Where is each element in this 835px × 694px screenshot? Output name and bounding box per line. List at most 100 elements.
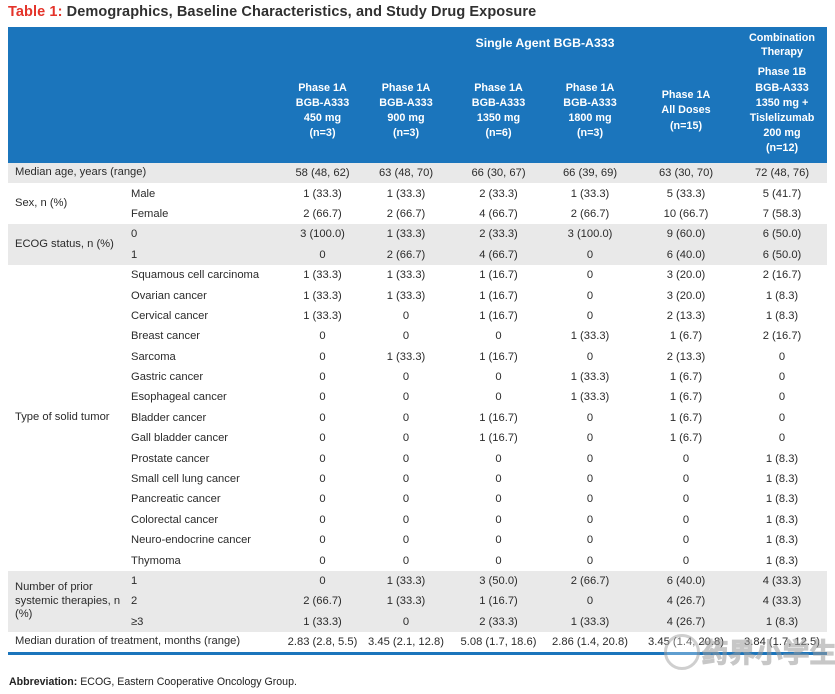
cell-value: 1 (6.7) (669, 411, 703, 424)
cell-value: 1 (8.3) (765, 452, 799, 465)
footnote-text: ECOG, Eastern Cooperative Oncology Group… (77, 676, 297, 688)
cell-value: 4 (66.7) (479, 248, 518, 261)
cell-value: 0 (402, 473, 410, 486)
cell-value: 6 (50.0) (762, 228, 802, 241)
cell-value: 1 (33.3) (570, 187, 610, 200)
cell-value: 1 (6.7) (669, 391, 703, 404)
cell-value: 1 (8.3) (765, 473, 799, 486)
table-body: Median age, years (range) 58 (48, 62) 63 (… (8, 163, 827, 653)
cell-value: 0 (319, 371, 326, 384)
cell-value: 0 (586, 493, 594, 506)
table-row: Gastric cancer 0 0 0 1 (33.3) 1 (6.7) 0 (123, 367, 827, 387)
cell-value: 0 (495, 473, 502, 486)
cell-value: 0 (586, 452, 594, 465)
cell-value: 2 (66.7) (386, 207, 426, 220)
cell-value: 1 (16.7) (479, 595, 518, 608)
cell-value: 0 (402, 615, 410, 628)
cell-value: 0 (495, 391, 502, 404)
row-sublabel: Pancreatic cancer (131, 493, 221, 506)
table-number: Table 1: (8, 4, 63, 20)
cell-value: 1 (6.7) (669, 432, 703, 445)
cell-value: 0 (319, 432, 326, 445)
row-sublabel: Bladder cancer (131, 411, 207, 424)
cell-value: 1 (33.3) (386, 228, 426, 241)
row-sublabel: Sarcoma (131, 350, 176, 363)
table-row: Female 2 (66.7) 2 (66.7) 4 (66.7) 2 (66.7) 10… (123, 204, 827, 224)
row-sublabel: Female (131, 207, 169, 220)
table-row: Bladder cancer 0 0 1 (16.7) 0 1 (6.7) 0 (123, 408, 827, 428)
cell-value: 2 (66.7) (303, 207, 342, 220)
cell-value: 1 (8.3) (765, 615, 799, 628)
column-header: Phase 1A BGB-A333 1350 mg (n=6) (471, 81, 526, 140)
row-sublabel: 1 (131, 248, 138, 261)
cell-value: 58 (48, 62) (295, 167, 350, 180)
cell-value: 2 (16.7) (762, 330, 802, 343)
column-header: Phase 1A BGB-A333 900 mg (n=3) (379, 81, 433, 140)
cell-value: 66 (30, 67) (471, 167, 526, 180)
cell-value: 0 (586, 513, 594, 526)
cell-value: 6 (50.0) (762, 248, 802, 261)
cell-value: 1 (8.3) (765, 534, 799, 547)
cell-value: 5.08 (1.7, 18.6) (460, 636, 537, 649)
cell-value: 0 (586, 473, 594, 486)
cell-value: 0 (495, 534, 502, 547)
cell-value: 1 (33.3) (303, 615, 342, 628)
cell-value: 0 (319, 575, 326, 587)
table-row: Small cell lung cancer 0 0 0 0 0 1 (8.3) (123, 469, 827, 489)
cell-value: 4 (26.7) (666, 615, 706, 628)
row-sublabel: Colorectal cancer (131, 513, 219, 526)
cell-value: 1 (33.3) (386, 269, 426, 282)
row-label: Sex, n (%) (15, 197, 68, 210)
cell-value: 1 (8.3) (765, 309, 799, 322)
cell-value: 0 (778, 411, 786, 424)
cell-value: 1 (33.3) (386, 187, 426, 200)
cell-value: 3.84 (1.7, 12.5) (744, 636, 820, 649)
cell-value: 0 (586, 432, 594, 445)
table-row: Neuro-endocrine cancer 0 0 0 0 0 1 (8.3) (123, 530, 827, 550)
row-label: Type of solid tumor (15, 411, 110, 424)
column-header: Phase 1A All Doses (n=15) (661, 89, 711, 132)
cell-value: 0 (495, 493, 502, 506)
cell-value: 0 (402, 371, 410, 384)
table-row: Cervical cancer 1 (33.3) 0 1 (16.7) 0 2 (13.3… (123, 306, 827, 326)
cell-value: 0 (402, 493, 410, 506)
cell-value: 0 (682, 534, 690, 547)
cell-value: 0 (586, 411, 594, 424)
table-section: Sex, n (%) Male 1 (33.3) 1 (33.3) 2 (33.3) 1 … (8, 183, 827, 225)
cell-value: 2 (13.3) (666, 350, 706, 363)
cell-value: 0 (682, 554, 690, 567)
cell-value: 4 (33.3) (762, 595, 802, 608)
cell-value: 0 (402, 309, 410, 322)
cell-value: 1 (8.3) (765, 493, 799, 506)
cell-value: 2 (66.7) (570, 575, 610, 587)
table-section: Median duration of treatment, months (ra… (8, 631, 827, 653)
demographics-table: Single Agent BGB-A333 Combination Therap… (8, 27, 827, 656)
cell-value: 2 (33.3) (479, 615, 518, 628)
cell-value: 5 (33.3) (666, 187, 706, 200)
cell-value: 0 (495, 452, 502, 465)
cell-value: 1 (16.7) (479, 289, 518, 302)
cell-value: 0 (682, 473, 690, 486)
cell-value: 6 (40.0) (666, 575, 706, 587)
cell-value: 72 (48, 76) (754, 167, 810, 180)
table-row: Esophageal cancer 0 0 0 1 (33.3) 1 (6.7) 0 (123, 387, 827, 407)
cell-value: 0 (402, 432, 410, 445)
cell-value: 2 (13.3) (666, 309, 706, 322)
cell-value: 1 (33.3) (303, 289, 342, 302)
row-sublabel: 2 (131, 595, 138, 608)
cell-value: 0 (778, 350, 786, 363)
cell-value: 0 (682, 513, 690, 526)
cell-value: 0 (319, 473, 326, 486)
cell-value: 0 (682, 452, 690, 465)
row-label: Median age, years (range) (15, 166, 147, 179)
column-header: Phase 1A BGB-A333 450 mg (n=3) (295, 81, 350, 140)
table-row: Squamous cell carcinoma 1 (33.3) 1 (33.3) 1… (123, 265, 827, 285)
cell-value: 0 (402, 452, 410, 465)
row-sublabel: Breast cancer (131, 330, 201, 343)
cell-value: 3.45 (2.1, 12.8) (368, 636, 444, 649)
cell-value: 0 (586, 248, 594, 261)
cell-value: 1 (16.7) (479, 432, 518, 445)
table-row: Colorectal cancer 0 0 0 0 0 1 (8.3) (123, 510, 827, 530)
cell-value: 10 (66.7) (663, 207, 709, 220)
row-sublabel: Gastric cancer (131, 371, 204, 384)
